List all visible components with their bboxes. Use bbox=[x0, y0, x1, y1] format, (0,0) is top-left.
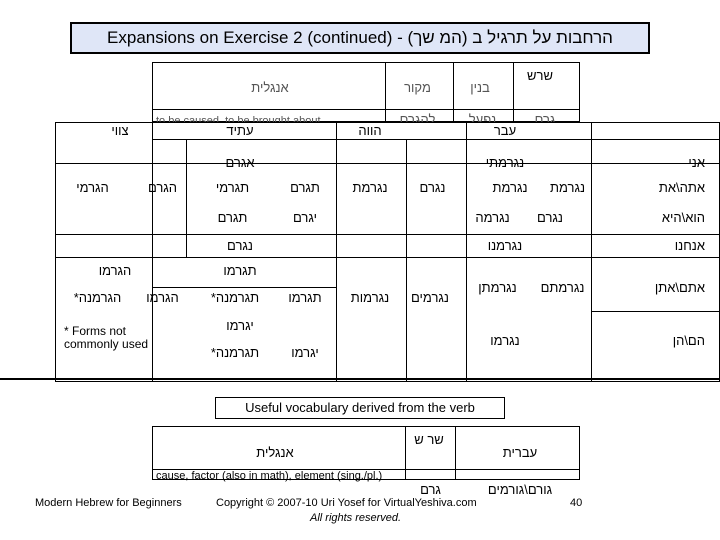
vocab-title: Useful vocabulary derived from the verb bbox=[215, 397, 505, 419]
vocab-english-value: cause, factor (also in math), element (s… bbox=[156, 470, 383, 482]
conjugation-table bbox=[55, 122, 720, 382]
future-hi: תגרם bbox=[217, 210, 248, 225]
past-ata: נגרמת bbox=[549, 180, 586, 195]
present-header: הווה bbox=[358, 123, 382, 138]
pronoun-hu: הוא\היא bbox=[661, 210, 705, 225]
future-hem-hen: יגרמו bbox=[226, 318, 254, 333]
section-divider bbox=[0, 378, 720, 380]
future-aten: תגרמנה* bbox=[210, 290, 260, 305]
pronoun-atem: אתם\אתן bbox=[654, 280, 705, 295]
footer-copyright: Copyright © 2007-10 Uri Yosef for Virtua… bbox=[216, 497, 477, 509]
shoresh-header: שרש bbox=[527, 68, 553, 83]
vocab-english-header: אנגלית bbox=[256, 445, 294, 460]
future-at: תגרמי bbox=[215, 180, 250, 195]
page-title: Expansions on Exercise 2 (continued) - ה… bbox=[70, 22, 650, 54]
vocab-shoresh-value: גרם bbox=[420, 482, 441, 497]
future-header: עתיד bbox=[226, 123, 254, 138]
pronoun-anachnu: אנחנו bbox=[674, 238, 705, 253]
vocab-table bbox=[152, 426, 580, 480]
present-ms: נגרם bbox=[419, 180, 446, 195]
past-hu: נגרם bbox=[537, 210, 563, 225]
imperative-f: הגרמי bbox=[76, 180, 109, 195]
imperative-mp: הגרמו bbox=[146, 290, 179, 305]
pronoun-ata: אתה\את bbox=[658, 180, 705, 195]
present-mp: נגרמים bbox=[411, 290, 449, 305]
past-hem: נגרמו bbox=[490, 333, 520, 348]
future-atem: תגרמו bbox=[288, 290, 322, 305]
future-hem: יגרמו bbox=[291, 345, 319, 360]
future-ata: תגרם bbox=[290, 180, 320, 195]
pronoun-ani: אני bbox=[688, 155, 705, 170]
past-header: עבר bbox=[493, 123, 517, 138]
past-hi: נגרמה bbox=[475, 210, 510, 225]
makor-header: מקור bbox=[404, 80, 431, 95]
present-fs: נגרמת bbox=[352, 180, 388, 195]
vocab-hebrew-value: גורם\גורמים bbox=[487, 482, 553, 497]
past-ani: נגרמתי bbox=[485, 155, 525, 170]
imperative-header: צווי bbox=[111, 123, 129, 138]
future-atem-aten: תגרמו bbox=[223, 263, 257, 278]
future-hu: יגרם bbox=[293, 210, 317, 225]
verb-info-table bbox=[152, 62, 580, 122]
past-aten: נגרמתן bbox=[478, 280, 517, 295]
future-hen: תגרמנה* bbox=[210, 345, 260, 360]
page-number: 40 bbox=[570, 497, 583, 509]
future-anachnu: נגרם bbox=[227, 238, 253, 253]
binyan-header: בנין bbox=[470, 80, 490, 95]
footer-rights: All rights reserved. bbox=[310, 512, 402, 524]
pronoun-hem: הם\הן bbox=[672, 333, 705, 348]
past-anachnu: נגרמנו bbox=[487, 238, 523, 253]
footer-course: Modern Hebrew for Beginners bbox=[35, 497, 182, 509]
imperative-m: הגרם bbox=[147, 180, 178, 195]
past-at: נגרמת bbox=[492, 180, 528, 195]
past-atem: נגרמתם bbox=[540, 280, 585, 295]
footnote: * Forms not commonly used bbox=[64, 324, 149, 351]
english-header: אנגלית bbox=[251, 80, 289, 95]
vocab-hebrew-header: עברית bbox=[502, 445, 538, 460]
imperative-pl: הגרמו bbox=[98, 263, 132, 278]
future-ani: אגרם bbox=[225, 155, 255, 170]
vocab-shoresh-header: שר ש bbox=[414, 432, 444, 447]
imperative-fp: הגרמנה* bbox=[73, 290, 122, 305]
present-fp: נגרמות bbox=[350, 290, 390, 305]
